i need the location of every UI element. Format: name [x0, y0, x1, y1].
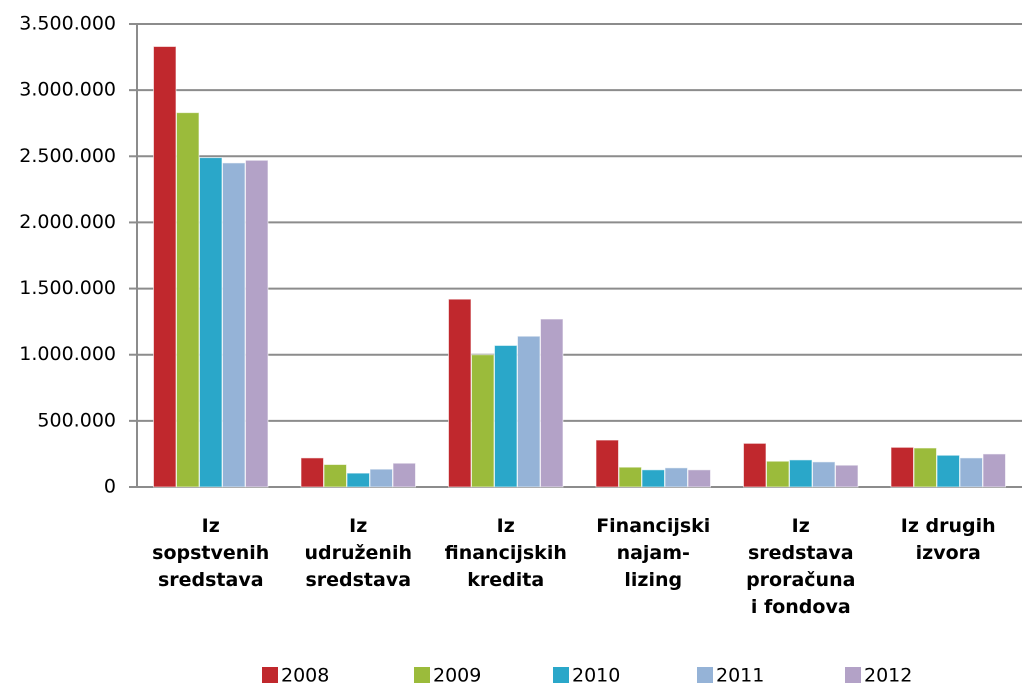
bar [300, 457, 324, 488]
x-tick-label: Iz drugih izvora [900, 515, 996, 564]
bar [199, 157, 223, 488]
bar [641, 469, 665, 488]
legend-label: 2008 [281, 665, 329, 687]
bar [789, 459, 813, 488]
legend-label: 2010 [572, 665, 620, 687]
bar [540, 318, 564, 488]
x-tick-label: Financijski najam- lizing [596, 515, 711, 591]
bar [890, 446, 914, 488]
x-tick-label: Iz udruženih sredstava [304, 515, 413, 591]
legend-swatch [553, 667, 569, 683]
bar [936, 454, 960, 488]
legend-label: 2011 [716, 665, 764, 687]
legend-swatch [262, 667, 278, 683]
y-tick-label: 500.000 [37, 409, 116, 431]
bar [448, 298, 472, 488]
legend-label: 2009 [433, 665, 481, 687]
bar [812, 461, 836, 488]
bar [982, 453, 1006, 488]
bar [959, 457, 983, 488]
bar [392, 462, 416, 488]
legend-swatch [845, 667, 861, 683]
bar [346, 472, 370, 488]
bar [222, 162, 246, 488]
y-tick-label: 3.000.000 [19, 79, 116, 101]
bar [153, 45, 177, 488]
bar [913, 447, 937, 488]
x-tick-label: Iz financijskih kredita [444, 515, 567, 591]
bar [494, 344, 518, 488]
y-tick-label: 1.000.000 [19, 343, 116, 365]
bar [323, 464, 347, 488]
bar [687, 469, 711, 488]
legend-swatch [697, 667, 713, 683]
y-tick-label: 3.500.000 [19, 13, 116, 35]
bar [664, 467, 688, 488]
bar [369, 468, 393, 488]
x-tick-label: Iz sredstava proračuna i fondova [746, 515, 856, 618]
bar [245, 159, 269, 488]
y-tick-label: 0 [104, 476, 116, 498]
y-tick-label: 2.500.000 [19, 145, 116, 167]
legend-label: 2012 [864, 665, 912, 687]
legend-swatch [414, 667, 430, 683]
bar [517, 335, 541, 488]
bar [471, 354, 495, 488]
bar [766, 460, 790, 488]
bar [835, 464, 859, 488]
bar [595, 439, 619, 488]
y-tick-label: 2.000.000 [19, 211, 116, 233]
bar [176, 112, 200, 488]
bar [743, 442, 767, 488]
bar [618, 466, 642, 488]
y-tick-label: 1.500.000 [19, 277, 116, 299]
x-tick-label: Iz sopstvenih sredstava [152, 515, 270, 591]
